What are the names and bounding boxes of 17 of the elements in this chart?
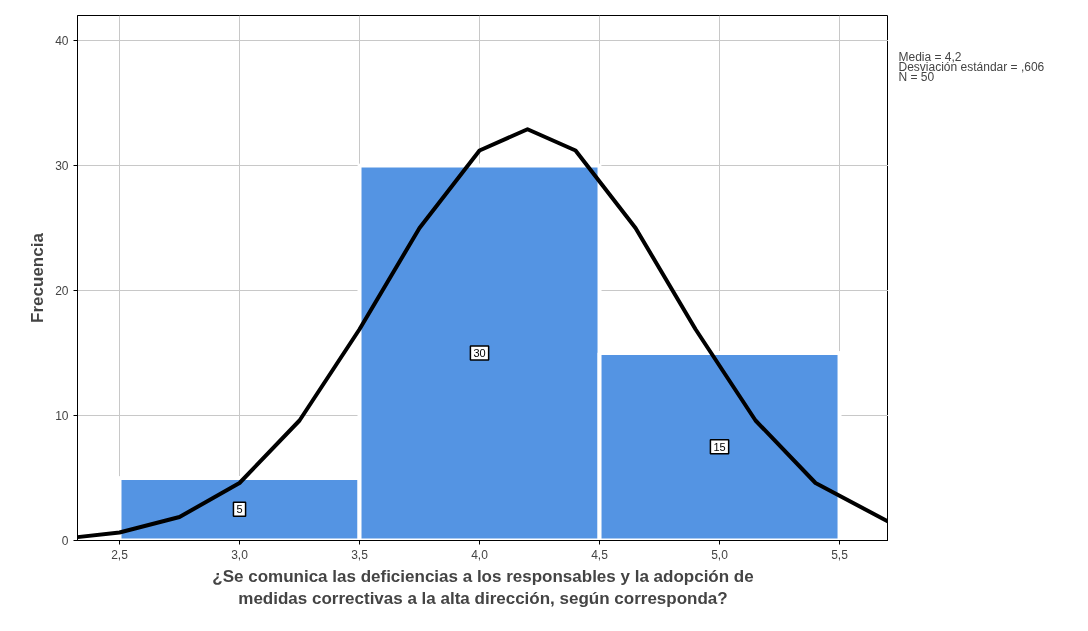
y-tick-label: 0 xyxy=(61,534,69,548)
x-axis-title: ¿Se comunica las deficiencias a los responsables y la adopción de medidas correctivas a la alta dirección, según corresponda? xyxy=(212,566,754,609)
y-tick-label: 20 xyxy=(55,284,69,298)
y-tick-label: 40 xyxy=(55,34,69,48)
x-tick-label: 3,5 xyxy=(351,547,369,562)
y-axis-title: Frecuencia xyxy=(28,232,48,323)
x-tick-label: 4,5 xyxy=(591,547,609,562)
x-tick-label: 4,0 xyxy=(471,547,489,562)
x-tick-label: 5,5 xyxy=(831,547,849,562)
data-label: 5 xyxy=(236,503,243,516)
y-tick-label: 30 xyxy=(55,159,69,173)
data-label: 30 xyxy=(473,347,486,359)
data-label: 15 xyxy=(713,440,726,453)
x-tick-label: 2,5 xyxy=(111,547,129,562)
x-tick-label: 5,0 xyxy=(711,547,729,562)
x-tick-label: 3,0 xyxy=(231,547,249,562)
y-tick-label: 10 xyxy=(55,409,69,423)
